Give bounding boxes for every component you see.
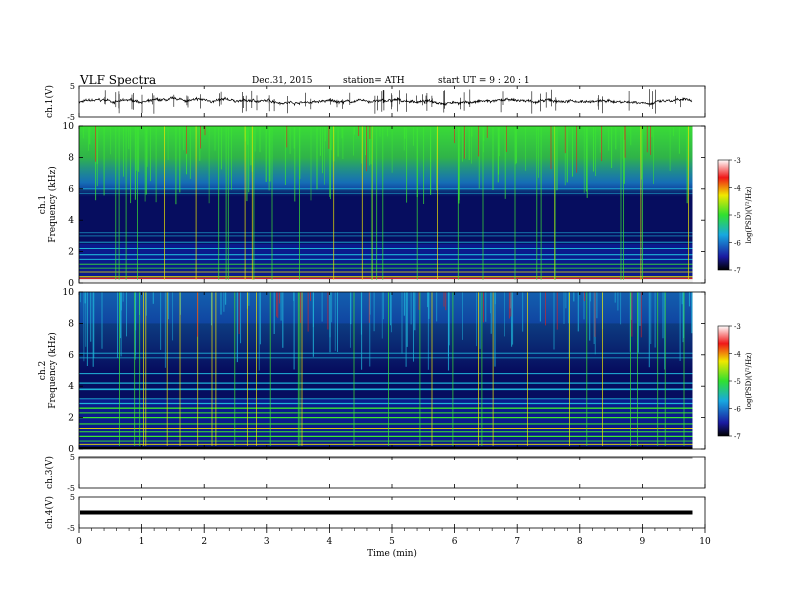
start-time-label: start UT = 9 : 20 : 1 — [438, 76, 530, 86]
date-label: Dec.31, 2015 — [252, 76, 313, 86]
y-tick-label: 0 — [68, 279, 74, 289]
ch3-waveform: 5 -5 ch.3(V) — [44, 453, 706, 493]
colorbar-tick-label: -5 — [734, 212, 741, 220]
y-tick-label: 8 — [68, 153, 74, 163]
spectrogram-image — [79, 126, 693, 283]
x-tick-label: 4 — [327, 537, 333, 547]
colorbar: -3 -4 -5 -6 -7 log(PSD)(V²/Hz) — [717, 323, 753, 441]
y-tick-label: 10 — [63, 122, 75, 132]
waveform-line — [78, 95, 693, 107]
y-tick-label: 8 — [68, 319, 74, 329]
y-axis-label: ch.2Frequency (kHz) — [38, 332, 58, 409]
y-axis-label: ch.4(V) — [44, 496, 55, 529]
y-tick-label: 0 — [68, 445, 74, 455]
x-tick-label: 1 — [139, 537, 145, 547]
colorbar-tick-label: -6 — [734, 240, 741, 248]
y-tick-label: -5 — [67, 484, 75, 493]
y-tick-label: -5 — [67, 113, 75, 122]
colorbar-tick-label: -4 — [734, 351, 741, 359]
upper-noise — [79, 126, 693, 283]
y-axis-label: ch.1Frequency (kHz) — [38, 166, 58, 243]
low-freq-band — [79, 446, 693, 449]
x-tick-label: 5 — [389, 537, 395, 547]
y-tick-label: -5 — [67, 524, 75, 533]
upper-noise — [79, 292, 693, 449]
colorbar-scale — [717, 325, 730, 437]
colorbar-tick-label: -5 — [734, 378, 741, 386]
colorbar-scale — [717, 159, 730, 271]
y-axis-label: ch.3(V) — [44, 456, 55, 489]
low-freq-band — [79, 279, 693, 283]
x-tick-label: 9 — [640, 537, 646, 547]
y-tick-label: 6 — [68, 185, 74, 195]
colorbar-tick-label: -4 — [734, 185, 741, 193]
y-axis-label: ch.1(V) — [44, 85, 55, 118]
y-tick-label: 5 — [70, 82, 75, 91]
colorbar-tick-label: -3 — [734, 157, 741, 165]
spectrogram-image — [79, 292, 693, 449]
ch1-waveform: 5 -5 ch.1(V) — [44, 82, 706, 122]
ch2-spectrogram: 0 2 4 6 8 10 ch.2Frequency (kHz) -3 -4 -5 -6 -7 log(… — [38, 288, 753, 455]
x-tick-label: 6 — [452, 537, 458, 547]
x-tick-label: 7 — [514, 537, 520, 547]
y-tick-label: 4 — [68, 382, 74, 392]
station-label: station= ATH — [343, 76, 405, 86]
colorbar-tick-label: -6 — [734, 406, 741, 414]
ch4-waveform: 5 -5 ch.4(V) — [44, 493, 706, 533]
y-tick-label: 2 — [68, 248, 74, 258]
colorbar-label: log(PSD)(V²/Hz) — [745, 186, 753, 243]
waveform-band — [80, 510, 693, 515]
colorbar-tick-label: -3 — [734, 323, 741, 331]
colorbar-label: log(PSD)(V²/Hz) — [745, 352, 753, 409]
y-tick-label: 5 — [70, 453, 75, 462]
y-tick-label: 2 — [68, 414, 74, 424]
chart-title: VLF Spectra — [80, 73, 157, 87]
x-tick-label: 10 — [699, 537, 711, 547]
x-tick-label: 8 — [577, 537, 583, 547]
x-tick-label: 0 — [76, 537, 82, 547]
y-tick-label: 10 — [63, 288, 75, 298]
colorbar-tick-label: -7 — [734, 433, 741, 441]
x-tick-label: 2 — [201, 537, 207, 547]
y-tick-label: 4 — [68, 216, 74, 226]
y-tick-label: 6 — [68, 351, 74, 361]
y-tick-label: 5 — [70, 493, 75, 502]
colorbar: -3 -4 -5 -6 -7 log(PSD)(V²/Hz) — [717, 157, 753, 275]
ch1-spectrogram: 0 2 4 6 8 10 ch.1Frequency (kHz) -3 -4 -5 -6 -7 log(… — [38, 122, 753, 289]
panel-frame — [78, 456, 706, 489]
x-tick-label: 3 — [264, 537, 270, 547]
x-axis-label: Time (min) — [367, 548, 417, 559]
colorbar-tick-label: -7 — [734, 267, 741, 275]
